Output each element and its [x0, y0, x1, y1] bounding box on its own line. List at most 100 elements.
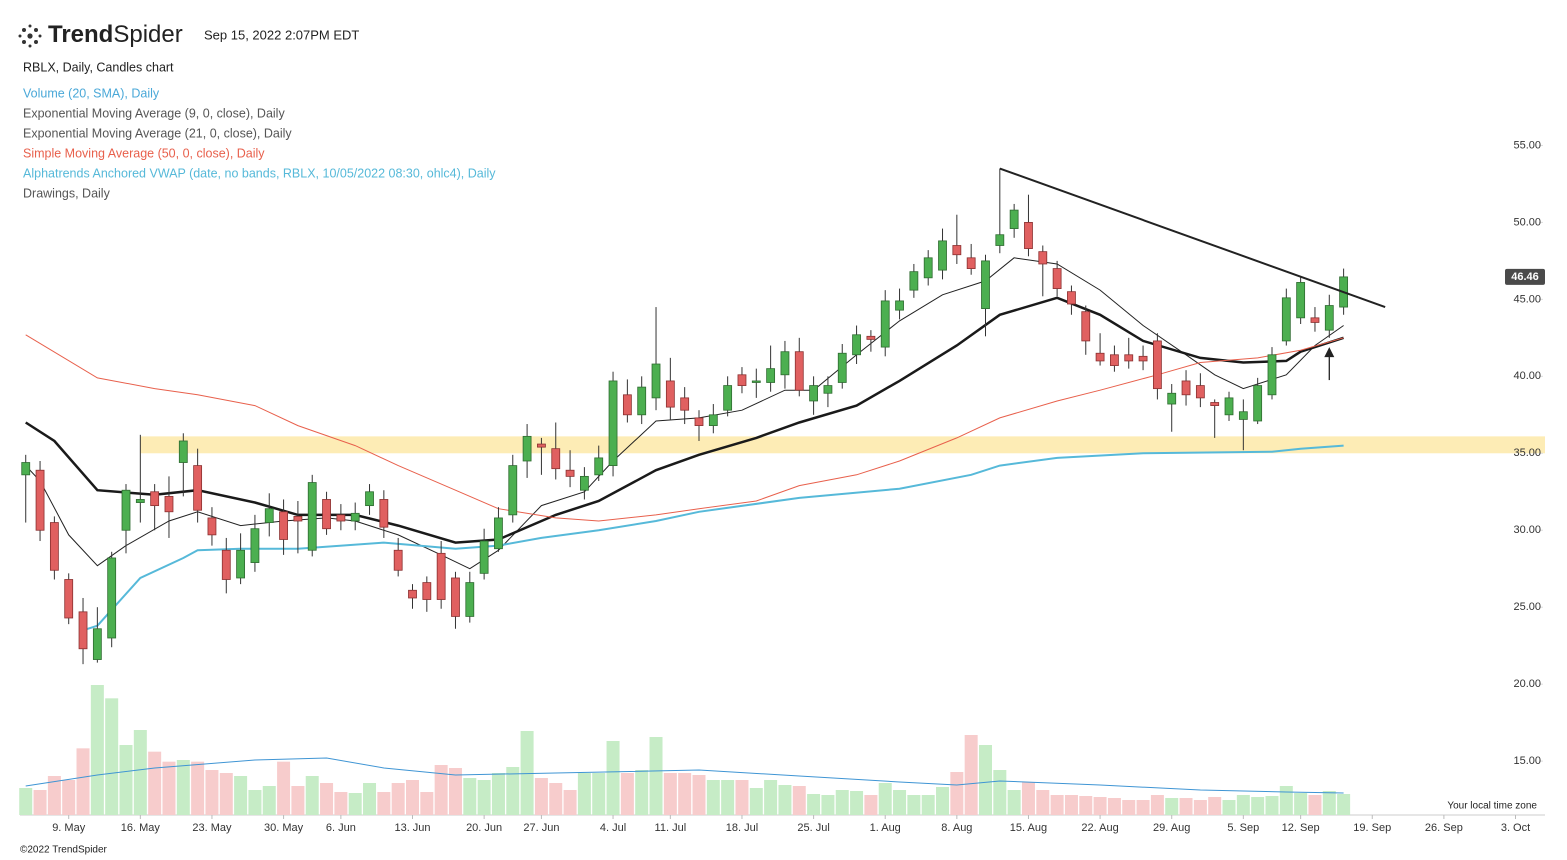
candle-body: [193, 465, 203, 511]
candle-body: [680, 397, 690, 411]
volume-bar: [821, 795, 835, 815]
candle-body: [508, 465, 518, 516]
candle-body: [579, 475, 589, 491]
candle-body: [780, 351, 790, 376]
volume-bar: [735, 780, 749, 815]
y-tick-label: 30.00: [1513, 524, 1541, 536]
candle-body: [150, 491, 160, 507]
candle-body: [307, 482, 317, 551]
candle-body: [1210, 402, 1220, 406]
volume-bar: [1064, 795, 1078, 815]
candle-body: [64, 579, 74, 619]
volume-bar: [1079, 796, 1093, 815]
candle-body: [794, 351, 804, 391]
volume-bar: [33, 790, 47, 815]
candle-body: [1052, 268, 1062, 289]
volume-bar: [1007, 790, 1021, 815]
volume-bar: [907, 795, 921, 815]
volume-bar: [864, 795, 878, 815]
volume-bar: [491, 773, 505, 815]
volume-bar: [176, 760, 190, 815]
y-tick-label: 40.00: [1513, 370, 1541, 382]
candle-body: [279, 511, 288, 540]
x-tick-label: 9. May: [52, 822, 86, 834]
volume-bar: [692, 775, 706, 815]
volume-bar: [549, 783, 563, 815]
volume-bar: [420, 792, 434, 815]
volume-bar: [936, 787, 950, 815]
volume-bar: [1251, 797, 1265, 815]
candle-body: [938, 240, 947, 271]
volume-bar: [663, 773, 677, 815]
volume-bar: [993, 770, 1007, 815]
volume-bar: [577, 773, 591, 815]
candle-body: [1024, 222, 1033, 249]
volume-bar: [1093, 797, 1107, 815]
volume-bar: [219, 773, 233, 815]
volume-bar: [1107, 798, 1121, 815]
candle-body: [751, 380, 761, 383]
volume-bar: [1337, 794, 1351, 815]
volume-bar: [950, 772, 964, 815]
x-tick-label: 11. Jul: [655, 822, 687, 834]
x-tick-label: 25. Jul: [797, 822, 829, 834]
y-tick-label: 55.00: [1513, 139, 1541, 151]
volume-bar: [148, 751, 162, 815]
volume-bar: [1294, 793, 1308, 815]
legend-entry: Simple Moving Average (50, 0, close), Da…: [23, 146, 265, 160]
volume-bar: [835, 790, 849, 815]
volume-bar: [1021, 782, 1035, 815]
candle-body: [1167, 392, 1177, 405]
candle-body: [952, 245, 962, 256]
candle-body: [909, 271, 919, 291]
x-tick-label: 20. Jun: [466, 822, 502, 834]
volume-bar: [1308, 795, 1322, 815]
volume-bar: [62, 780, 76, 815]
volume-bar: [649, 737, 663, 815]
volume-bar: [377, 792, 391, 815]
volume-bar: [1208, 797, 1222, 815]
candle-body: [178, 440, 188, 463]
volume-bar: [1136, 800, 1150, 815]
logo-icon: [18, 24, 42, 48]
support-zone: [140, 436, 1545, 454]
candle-body: [1195, 385, 1205, 399]
volume-bar: [1036, 790, 1050, 815]
x-tick-label: 6. Jun: [326, 822, 356, 834]
legend-entry: Volume (20, SMA), Daily: [23, 86, 160, 100]
candle-body: [665, 380, 675, 408]
volume-bar: [1165, 798, 1179, 815]
volume-bar: [133, 730, 147, 815]
volume-bar: [305, 776, 319, 815]
x-tick-label: 1. Aug: [870, 822, 901, 834]
volume-bar: [850, 791, 864, 815]
candle-body: [479, 540, 489, 574]
y-tick-label: 35.00: [1513, 447, 1541, 459]
candle-body: [852, 334, 861, 356]
x-tick-label: 30. May: [264, 822, 304, 834]
brand-regular: Spider: [113, 21, 182, 48]
candle-body: [608, 380, 618, 467]
candle-body: [121, 489, 131, 531]
indicator-line: [25, 296, 1344, 544]
candle-body: [250, 528, 260, 563]
legend-entry: Exponential Moving Average (9, 0, close)…: [23, 106, 285, 120]
candle-body: [766, 368, 776, 383]
candle-body: [880, 300, 890, 348]
candle-body: [866, 335, 876, 340]
candle-body: [594, 457, 604, 476]
candle-body: [422, 582, 432, 600]
candle-body: [551, 448, 561, 470]
x-tick-label: 22. Aug: [1081, 822, 1118, 834]
x-tick-label: 4. Jul: [600, 822, 626, 834]
volume-bar: [19, 788, 33, 815]
footer: ©2022 TrendSpider: [20, 845, 108, 856]
volume-bar: [90, 685, 104, 815]
volume-bar: [463, 778, 477, 815]
brand: TrendSpider: [48, 21, 183, 48]
volume-bar: [334, 792, 348, 815]
candle-body: [21, 462, 31, 476]
candle-body: [1110, 354, 1119, 366]
candle-body: [336, 514, 346, 522]
